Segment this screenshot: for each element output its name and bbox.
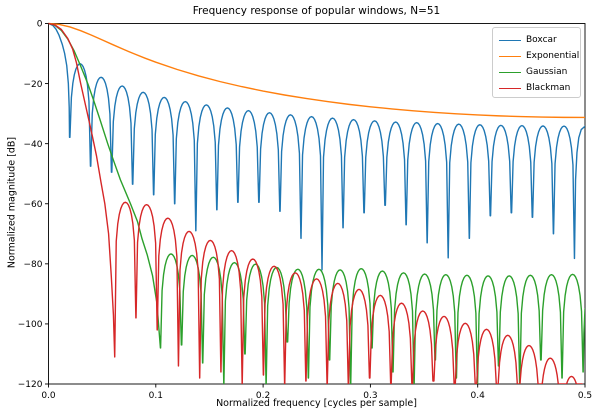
y-tick-label: −60 bbox=[24, 200, 43, 210]
y-axis-label: Normalized magnitude [dB] bbox=[6, 136, 18, 269]
y-tick-label: 0 bbox=[37, 20, 43, 30]
blackman-line-swatch bbox=[499, 87, 521, 89]
x-tick-label: 0.2 bbox=[256, 391, 270, 401]
legend-item-gaussian: Gaussian bbox=[499, 64, 580, 80]
plot-series bbox=[48, 22, 585, 384]
series-line-blackman bbox=[48, 22, 583, 384]
series-line-exponential bbox=[48, 22, 585, 119]
boxcar-line-swatch bbox=[499, 39, 521, 41]
x-tick-label: 0.1 bbox=[149, 391, 163, 401]
legend: Boxcar Exponential Gaussian Blackman bbox=[492, 27, 581, 98]
exponential-line-swatch bbox=[499, 55, 521, 57]
chart-title: Frequency response of popular windows, N… bbox=[192, 5, 441, 17]
legend-label-gaussian: Gaussian bbox=[526, 66, 568, 77]
x-tick-label: 0.4 bbox=[471, 391, 486, 401]
x-tick-label: 0.3 bbox=[363, 391, 377, 401]
y-tick-label: −80 bbox=[24, 260, 43, 270]
series-line-gaussian bbox=[48, 22, 585, 384]
y-axis-ticks: 0 −20 −40 −60 −80 −100 −120 bbox=[18, 20, 49, 390]
x-axis-ticks: 0.0 0.1 0.2 0.3 0.4 0.5 bbox=[41, 384, 592, 401]
y-tick-label: −20 bbox=[24, 80, 43, 90]
y-tick-label: −100 bbox=[18, 320, 43, 330]
legend-item-exponential: Exponential bbox=[499, 48, 580, 64]
y-tick-label: −120 bbox=[18, 380, 43, 390]
legend-item-boxcar: Boxcar bbox=[499, 32, 580, 48]
legend-label-blackman: Blackman bbox=[526, 82, 571, 93]
y-tick-label: −40 bbox=[24, 140, 43, 150]
x-axis-label: Normalized frequency [cycles per sample] bbox=[216, 398, 417, 409]
gaussian-line-swatch bbox=[499, 71, 521, 73]
x-tick-label: 0.0 bbox=[41, 391, 56, 401]
legend-label-boxcar: Boxcar bbox=[526, 34, 557, 45]
x-tick-label: 0.5 bbox=[578, 391, 592, 401]
legend-label-exponential: Exponential bbox=[526, 50, 580, 61]
legend-item-blackman: Blackman bbox=[499, 80, 580, 96]
series-line-boxcar bbox=[48, 22, 585, 271]
